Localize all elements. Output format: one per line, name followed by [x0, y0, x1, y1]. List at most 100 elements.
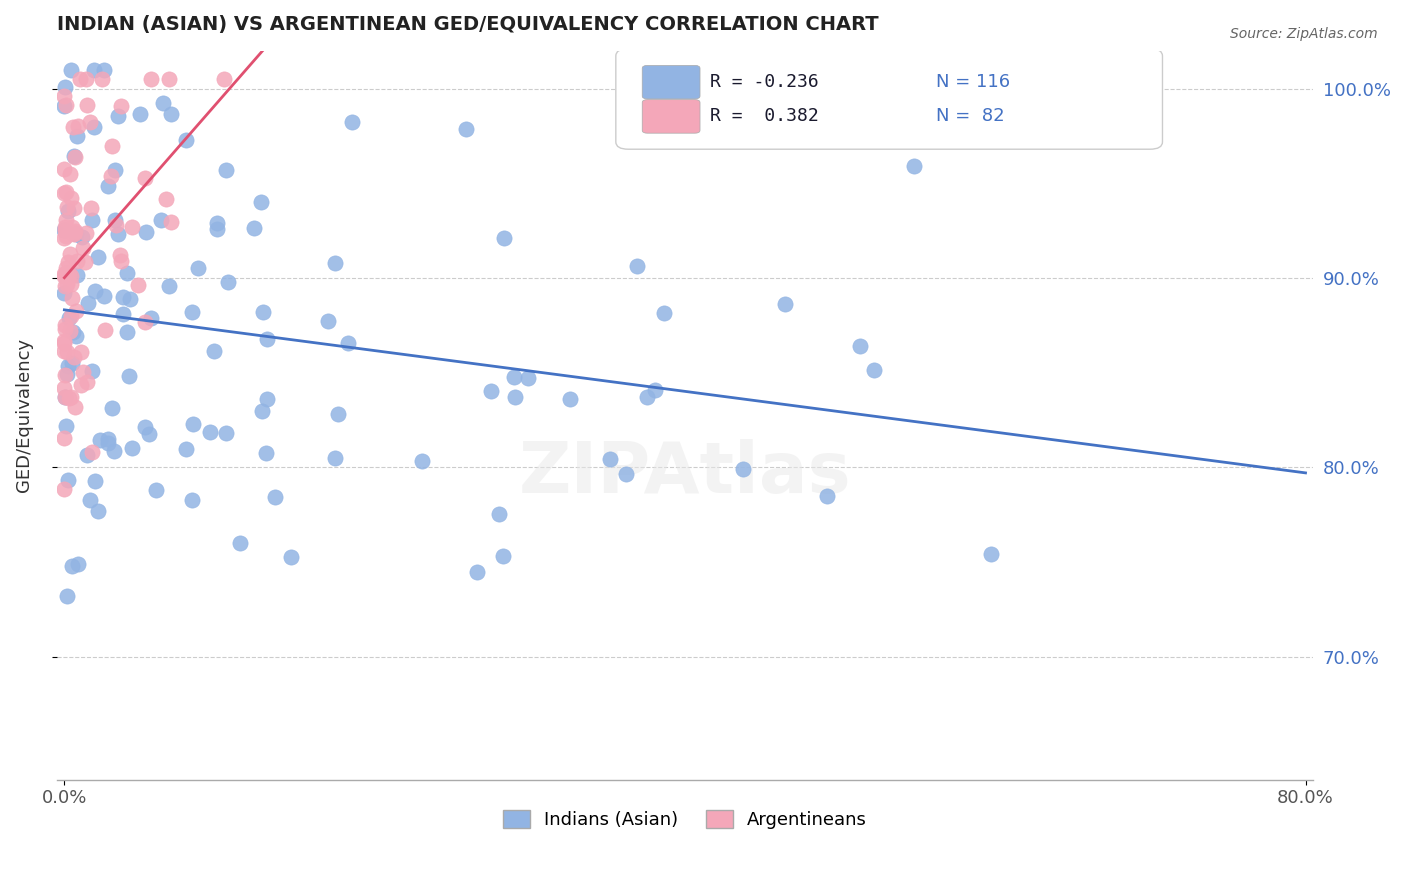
Point [55, 229, 77, 244]
Point [517, 371, 540, 385]
Point [63, 226, 86, 240]
Point [59, 269, 82, 284]
Point [128, 106, 150, 120]
Point [107, 109, 129, 123]
Text: INDIAN (ASIAN) VS ARGENTINEAN GED/EQUIVALENCY CORRELATION CHART: INDIAN (ASIAN) VS ARGENTINEAN GED/EQUIVA… [56, 15, 879, 34]
Text: N = 116: N = 116 [936, 73, 1011, 91]
Point [326, 407, 349, 421]
Point [65, 227, 87, 242]
Point [198, 425, 221, 440]
Point [83, 120, 105, 135]
Point [82, 364, 104, 378]
Point [558, 392, 581, 406]
Point [60, 356, 83, 370]
Point [84, 284, 107, 298]
Point [58, 391, 80, 405]
Point [55, 260, 77, 275]
Point [488, 508, 510, 522]
Point [733, 462, 755, 476]
Point [121, 441, 143, 455]
Point [53, 268, 76, 283]
Point [215, 163, 238, 178]
Point [82, 445, 104, 459]
Point [66, 557, 89, 571]
Point [205, 222, 228, 236]
FancyBboxPatch shape [643, 65, 700, 99]
Point [75, 226, 97, 240]
Point [187, 261, 209, 276]
Point [176, 133, 198, 147]
Point [316, 314, 339, 328]
Point [53, 186, 76, 200]
Point [337, 336, 360, 351]
Point [91, 72, 114, 87]
Point [243, 221, 266, 235]
Point [75, 255, 97, 269]
Point [89, 434, 111, 448]
Point [55, 589, 77, 603]
Point [55, 267, 77, 281]
Point [139, 311, 162, 326]
Point [53, 318, 76, 332]
Point [264, 490, 287, 504]
Point [53, 219, 76, 234]
Point [63, 224, 86, 238]
Point [110, 98, 132, 112]
Point [79, 493, 101, 508]
Point [79, 115, 101, 129]
Point [72, 365, 94, 379]
Point [636, 390, 658, 404]
Point [135, 225, 157, 239]
Point [83, 62, 105, 77]
Point [53, 390, 76, 404]
Point [160, 215, 183, 229]
Point [217, 275, 239, 289]
Text: R =  0.382: R = 0.382 [710, 107, 818, 126]
Point [58, 267, 80, 281]
Point [53, 80, 76, 95]
Point [58, 254, 80, 268]
Point [63, 149, 86, 163]
Point [614, 467, 637, 482]
Point [101, 401, 124, 415]
Point [134, 315, 156, 329]
Point [160, 107, 183, 121]
Point [53, 222, 76, 236]
Point [97, 178, 120, 193]
Point [107, 227, 129, 241]
Point [69, 72, 91, 87]
Point [56, 473, 79, 487]
Point [83, 474, 105, 488]
Point [773, 296, 796, 310]
Point [62, 120, 84, 135]
Point [53, 336, 76, 351]
Point [53, 322, 76, 336]
Point [863, 363, 886, 377]
Point [65, 268, 87, 282]
Legend: Indians (Asian), Argentineans: Indians (Asian), Argentineans [496, 803, 875, 836]
Point [118, 369, 141, 384]
Point [76, 448, 98, 462]
Point [58, 311, 80, 326]
Point [53, 334, 76, 348]
Point [60, 559, 83, 574]
Point [93, 62, 115, 77]
Text: R = -0.236: R = -0.236 [710, 73, 818, 91]
Point [62, 227, 84, 242]
Point [56, 204, 79, 219]
Point [134, 420, 156, 434]
Point [93, 289, 115, 303]
Point [53, 431, 76, 445]
Point [60, 62, 83, 77]
Point [53, 285, 76, 300]
Point [67, 120, 90, 134]
Point [121, 219, 143, 234]
Point [980, 547, 1002, 561]
Text: ZIPAtlas: ZIPAtlas [519, 439, 851, 508]
Point [55, 98, 77, 112]
Point [492, 549, 515, 563]
Point [94, 323, 117, 337]
Point [115, 266, 138, 280]
Point [60, 291, 83, 305]
Point [112, 290, 135, 304]
